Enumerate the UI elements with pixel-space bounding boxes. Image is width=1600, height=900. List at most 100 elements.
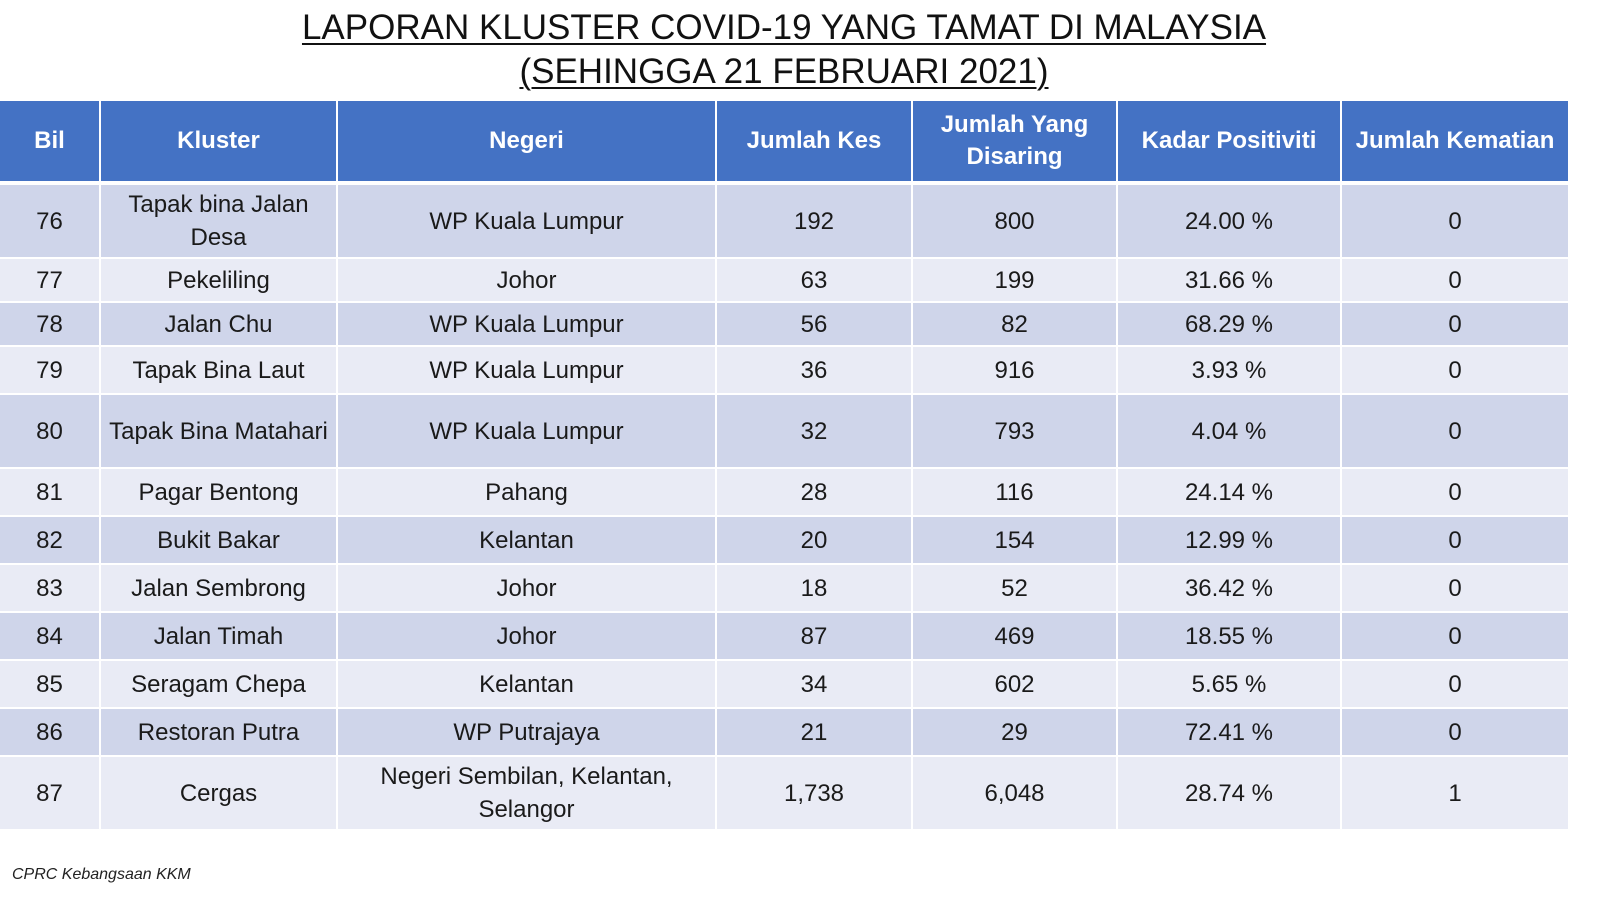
cell-bil: 76 — [0, 183, 101, 259]
cell-negeri: WP Putrajaya — [337, 708, 717, 757]
cell-jumlah-kes: 34 — [716, 660, 913, 709]
title-line-1: LAPORAN KLUSTER COVID-19 YANG TAMAT DI M… — [301, 8, 1267, 47]
cell-jumlah-kes: 192 — [716, 183, 913, 259]
cell-jumlah-disaring: 199 — [912, 258, 1118, 303]
cell-bil: 85 — [0, 660, 101, 709]
cell-jumlah-disaring: 916 — [912, 346, 1118, 395]
cell-jumlah-kes: 28 — [716, 468, 913, 517]
cell-jumlah-kematian: 0 — [1341, 346, 1568, 395]
table-header-row: Bil Kluster Negeri Jumlah Kes Jumlah Yan… — [0, 101, 1568, 185]
cluster-table: Bil Kluster Negeri Jumlah Kes Jumlah Yan… — [0, 101, 1568, 831]
cell-jumlah-kematian: 1 — [1341, 756, 1568, 831]
cell-negeri: Johor — [337, 612, 717, 661]
cell-negeri: WP Kuala Lumpur — [337, 394, 717, 469]
table-row: 80 Tapak Bina Matahari WP Kuala Lumpur 3… — [0, 394, 1568, 469]
cell-jumlah-disaring: 800 — [912, 183, 1118, 259]
cell-jumlah-kematian: 0 — [1341, 660, 1568, 709]
cell-kluster: Jalan Chu — [100, 302, 338, 347]
cell-kadar-positiviti: 28.74 % — [1117, 756, 1342, 831]
cell-jumlah-disaring: 6,048 — [912, 756, 1118, 831]
cell-kluster: Tapak bina Jalan Desa — [100, 183, 338, 259]
cell-kluster: Tapak Bina Matahari — [100, 394, 338, 469]
cell-kluster: Seragam Chepa — [100, 660, 338, 709]
cell-kluster: Cergas — [100, 756, 338, 831]
source-caption: CPRC Kebangsaan KKM — [12, 866, 191, 883]
table-row: 87 Cergas Negeri Sembilan, Kelantan, Sel… — [0, 756, 1568, 831]
table-row: 86 Restoran Putra WP Putrajaya 21 29 72.… — [0, 708, 1568, 757]
header-kluster: Kluster — [100, 101, 338, 185]
header-jumlah-kematian: Jumlah Kematian — [1341, 101, 1568, 185]
cell-kadar-positiviti: 68.29 % — [1117, 302, 1342, 347]
cell-kluster: Pekeliling — [100, 258, 338, 303]
cell-kadar-positiviti: 18.55 % — [1117, 612, 1342, 661]
cell-jumlah-kes: 63 — [716, 258, 913, 303]
cell-bil: 86 — [0, 708, 101, 757]
header-negeri: Negeri — [337, 101, 717, 185]
cell-kluster: Restoran Putra — [100, 708, 338, 757]
cell-jumlah-kematian: 0 — [1341, 612, 1568, 661]
cell-jumlah-disaring: 154 — [912, 516, 1118, 565]
cell-jumlah-kes: 1,738 — [716, 756, 913, 831]
cell-negeri: Johor — [337, 564, 717, 613]
cell-negeri: WP Kuala Lumpur — [337, 183, 717, 259]
cell-jumlah-kematian: 0 — [1341, 394, 1568, 469]
table-row: 77 Pekeliling Johor 63 199 31.66 % 0 — [0, 258, 1568, 303]
title-line-2: (SEHINGGA 21 FEBRUARI 2021) — [519, 52, 1049, 91]
cell-jumlah-disaring: 29 — [912, 708, 1118, 757]
table-row: 79 Tapak Bina Laut WP Kuala Lumpur 36 91… — [0, 346, 1568, 395]
cell-jumlah-kes: 36 — [716, 346, 913, 395]
cell-kadar-positiviti: 12.99 % — [1117, 516, 1342, 565]
cell-negeri: Johor — [337, 258, 717, 303]
cell-bil: 77 — [0, 258, 101, 303]
cell-jumlah-kematian: 0 — [1341, 468, 1568, 517]
cell-jumlah-kematian: 0 — [1341, 302, 1568, 347]
table-row: 85 Seragam Chepa Kelantan 34 602 5.65 % … — [0, 660, 1568, 709]
cell-jumlah-disaring: 793 — [912, 394, 1118, 469]
cell-bil: 78 — [0, 302, 101, 347]
cell-bil: 80 — [0, 394, 101, 469]
cell-jumlah-disaring: 602 — [912, 660, 1118, 709]
header-kadar-positiviti: Kadar Positiviti — [1117, 101, 1342, 185]
cell-kadar-positiviti: 24.00 % — [1117, 183, 1342, 259]
cell-kluster: Jalan Timah — [100, 612, 338, 661]
cell-jumlah-kes: 18 — [716, 564, 913, 613]
cell-jumlah-disaring: 82 — [912, 302, 1118, 347]
cell-negeri: Pahang — [337, 468, 717, 517]
cell-bil: 84 — [0, 612, 101, 661]
table-row: 84 Jalan Timah Johor 87 469 18.55 % 0 — [0, 612, 1568, 661]
header-jumlah-disaring: Jumlah Yang Disaring — [912, 101, 1118, 185]
cell-kluster: Jalan Sembrong — [100, 564, 338, 613]
cell-negeri: WP Kuala Lumpur — [337, 346, 717, 395]
cell-negeri: Negeri Sembilan, Kelantan, Selangor — [337, 756, 717, 831]
header-jumlah-kes: Jumlah Kes — [716, 101, 913, 185]
cell-jumlah-kes: 20 — [716, 516, 913, 565]
table-row: 78 Jalan Chu WP Kuala Lumpur 56 82 68.29… — [0, 302, 1568, 347]
cell-bil: 83 — [0, 564, 101, 613]
cell-jumlah-kematian: 0 — [1341, 258, 1568, 303]
header-bil: Bil — [0, 101, 101, 185]
cell-kadar-positiviti: 5.65 % — [1117, 660, 1342, 709]
cell-jumlah-disaring: 116 — [912, 468, 1118, 517]
cell-negeri: Kelantan — [337, 516, 717, 565]
cell-jumlah-kematian: 0 — [1341, 708, 1568, 757]
cell-jumlah-kematian: 0 — [1341, 564, 1568, 613]
table-row: 76 Tapak bina Jalan Desa WP Kuala Lumpur… — [0, 183, 1568, 259]
cell-jumlah-kes: 87 — [716, 612, 913, 661]
table-row: 82 Bukit Bakar Kelantan 20 154 12.99 % 0 — [0, 516, 1568, 565]
cell-kadar-positiviti: 4.04 % — [1117, 394, 1342, 469]
cell-jumlah-kematian: 0 — [1341, 516, 1568, 565]
cell-bil: 79 — [0, 346, 101, 395]
cell-kadar-positiviti: 24.14 % — [1117, 468, 1342, 517]
cell-kadar-positiviti: 72.41 % — [1117, 708, 1342, 757]
cell-jumlah-kes: 56 — [716, 302, 913, 347]
table-row: 81 Pagar Bentong Pahang 28 116 24.14 % 0 — [0, 468, 1568, 517]
cell-negeri: Kelantan — [337, 660, 717, 709]
cell-bil: 81 — [0, 468, 101, 517]
cell-bil: 82 — [0, 516, 101, 565]
cell-kadar-positiviti: 31.66 % — [1117, 258, 1342, 303]
cell-jumlah-kes: 21 — [716, 708, 913, 757]
cell-kluster: Pagar Bentong — [100, 468, 338, 517]
cell-jumlah-kes: 32 — [716, 394, 913, 469]
cell-jumlah-disaring: 52 — [912, 564, 1118, 613]
cell-kluster: Tapak Bina Laut — [100, 346, 338, 395]
